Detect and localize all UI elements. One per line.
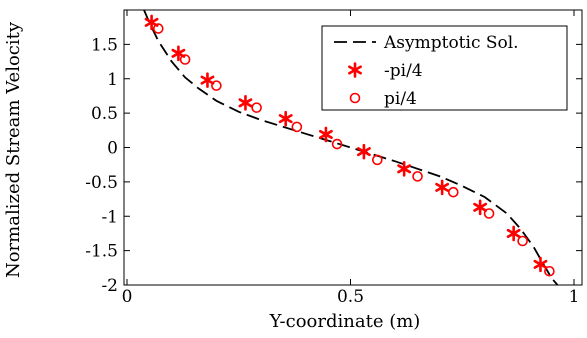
legend: Asymptotic Sol. -pi/4 pi/4: [321, 25, 568, 111]
series-line-asymptotic: [143, 9, 559, 286]
data-point-minus-pi-4: [397, 161, 412, 177]
data-point-minus-pi-4: [200, 72, 215, 88]
data-point-minus-pi-4: [318, 126, 333, 143]
y-tick-label: 1.5: [91, 35, 118, 55]
data-point-pi-4: [483, 208, 495, 219]
data-point-minus-pi-4: [435, 179, 450, 196]
data-point-pi-4: [211, 80, 222, 91]
data-point-pi-4: [448, 186, 459, 198]
y-tick-label: -1.5: [85, 242, 118, 262]
y-axis-label: Normalized Stream Velocity: [3, 21, 24, 278]
x-axis-label: Y-coordinate (m): [269, 311, 421, 332]
y-tick-label: 1: [107, 70, 118, 90]
data-point-minus-pi-4: [533, 256, 548, 273]
data-point-pi-4: [331, 138, 343, 150]
legend-swatch-circle: [349, 92, 361, 104]
data-point-pi-4: [372, 154, 383, 166]
data-point-minus-pi-4: [506, 225, 521, 242]
y-tick-label: -1: [101, 207, 118, 227]
data-point-pi-4: [291, 121, 303, 133]
data-point-pi-4: [517, 235, 528, 247]
x-tick-label: 1: [569, 287, 580, 307]
data-point-pi-4: [251, 102, 262, 113]
data-point-minus-pi-4: [171, 45, 186, 62]
data-point-minus-pi-4: [278, 110, 293, 127]
legend-swatch-asterisk: [348, 62, 362, 78]
y-tick-label: -0.5: [85, 173, 118, 193]
legend-box: [321, 25, 568, 111]
data-point-minus-pi-4: [238, 95, 253, 111]
y-tick-label: -2: [101, 276, 118, 296]
data-point-pi-4: [412, 171, 423, 182]
legend-label: Asymptotic Sol.: [383, 33, 519, 53]
data-point-pi-4: [179, 54, 191, 65]
data-point-minus-pi-4: [473, 199, 488, 216]
y-tick-label: 0: [107, 139, 118, 159]
data-point-pi-4: [152, 23, 164, 34]
legend-label: -pi/4: [384, 61, 423, 81]
x-tick-label: 0.5: [337, 287, 364, 307]
y-tick-label: 0.5: [91, 104, 118, 124]
data-point-pi-4: [544, 265, 555, 277]
legend-label: pi/4: [384, 89, 417, 109]
x-tick-label: 0: [122, 287, 133, 307]
data-point-minus-pi-4: [356, 143, 371, 160]
